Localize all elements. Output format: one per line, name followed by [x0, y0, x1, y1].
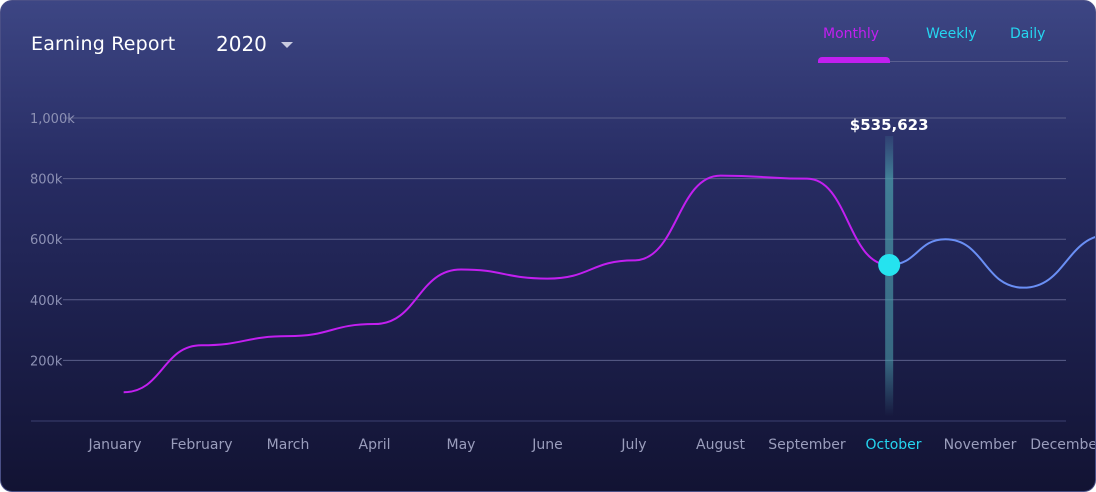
- x-tick-label[interactable]: February: [170, 437, 232, 453]
- earning-line-forecast: [889, 236, 1095, 289]
- y-tick-label: 1,000k: [30, 112, 75, 127]
- chart-title: Earning Report: [31, 33, 176, 55]
- x-tick-label[interactable]: November: [944, 437, 1017, 453]
- tab-monthly[interactable]: Monthly: [823, 26, 880, 42]
- active-tab-indicator: [818, 57, 890, 63]
- x-tick-label[interactable]: June: [531, 437, 563, 453]
- y-tick-label: 200k: [30, 354, 63, 369]
- x-tick-label[interactable]: April: [359, 437, 391, 453]
- x-tick-label[interactable]: October: [865, 437, 921, 453]
- year-dropdown[interactable]: 2020: [216, 32, 293, 56]
- chevron-down-icon: [280, 42, 293, 48]
- tabs-divider: [818, 61, 1068, 62]
- highlight-bar: [885, 136, 894, 416]
- x-tick-label[interactable]: September: [768, 437, 846, 453]
- tab-daily[interactable]: Daily: [1010, 26, 1046, 42]
- x-tick-label[interactable]: May: [447, 437, 476, 453]
- tab-weekly[interactable]: Weekly: [926, 26, 977, 42]
- year-value: 2020: [216, 32, 267, 56]
- x-tick-label[interactable]: December: [1030, 437, 1095, 453]
- earning-line-past: [123, 174, 890, 394]
- y-tick-label: 800k: [30, 173, 63, 188]
- y-tick-label: 400k: [30, 294, 63, 309]
- y-tick-label: 600k: [30, 233, 63, 248]
- x-tick-label[interactable]: March: [267, 437, 310, 453]
- highlight-point[interactable]: [878, 253, 901, 276]
- highlight-value-label: $535,623: [850, 116, 929, 134]
- x-tick-label[interactable]: August: [696, 437, 746, 453]
- x-tick-label[interactable]: January: [87, 437, 141, 453]
- x-tick-label[interactable]: July: [620, 437, 646, 453]
